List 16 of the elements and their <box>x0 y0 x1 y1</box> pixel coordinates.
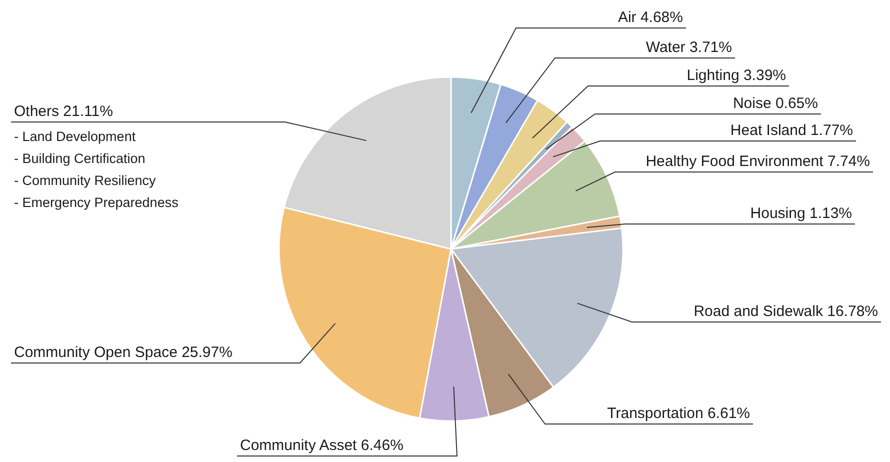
slice-label: Heat Island 1.77% <box>730 122 853 139</box>
slice-label: Transportation 6.61% <box>607 405 750 422</box>
text: - Building Certification <box>14 151 146 166</box>
text: - Community Resiliency <box>14 173 156 188</box>
slice-label: Others 21.11% <box>14 103 113 120</box>
slice-label: Air 4.68% <box>618 9 683 26</box>
slice-label: Community Open Space 25.97% <box>14 344 232 361</box>
slice-label: Road and Sidewalk 16.78% <box>694 303 878 320</box>
slice-label: Healthy Food Environment 7.74% <box>646 153 870 170</box>
slice-label: Housing 1.13% <box>750 205 852 222</box>
text: - Land Development <box>14 129 136 144</box>
slice-label: Noise 0.65% <box>732 95 818 112</box>
slice-label: Lighting 3.39% <box>686 67 786 84</box>
text: - Emergency Preparedness <box>14 195 179 210</box>
slice-label: Community Asset 6.46% <box>240 437 404 454</box>
slice-label: Water 3.71% <box>646 39 732 56</box>
